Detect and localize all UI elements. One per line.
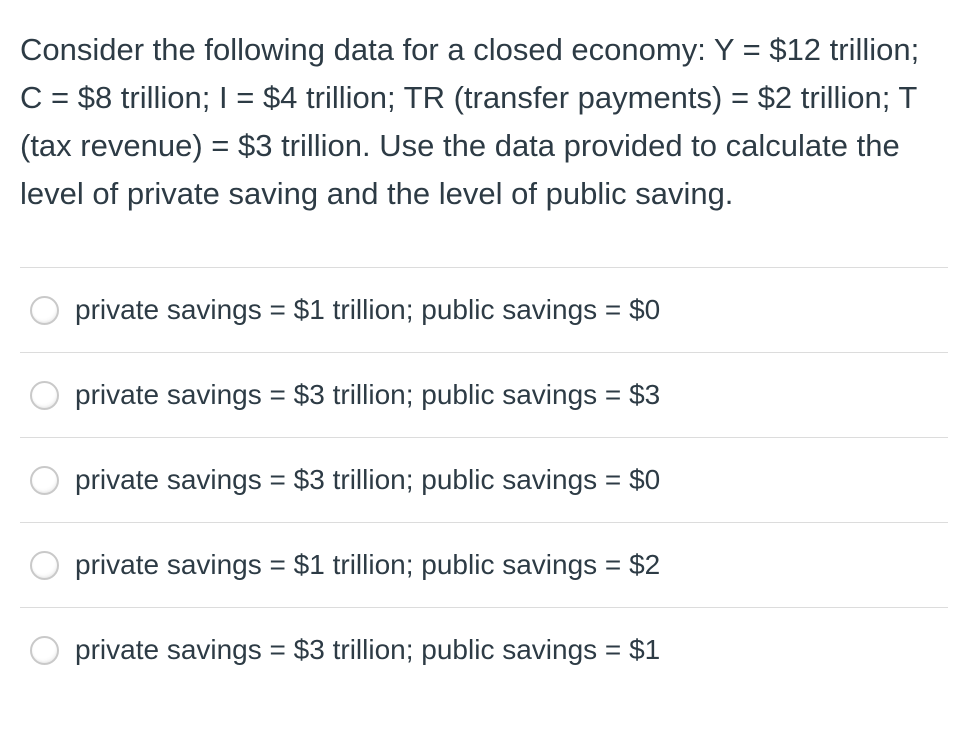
question-text: Consider the following data for a closed… [20,32,920,211]
answer-option-4[interactable]: private savings = $1 trillion; public sa… [20,522,948,607]
answer-option-1[interactable]: private savings = $1 trillion; public sa… [20,267,948,352]
answer-option-label: private savings = $3 trillion; public sa… [75,464,661,496]
answers-list: private savings = $1 trillion; public sa… [20,267,948,692]
answer-option-label: private savings = $1 trillion; public sa… [75,549,661,581]
answer-option-5[interactable]: private savings = $3 trillion; public sa… [20,607,948,692]
radio-button-icon[interactable] [30,550,59,580]
answer-option-label: private savings = $3 trillion; public sa… [75,634,661,666]
radio-button-icon[interactable] [30,635,59,665]
answer-option-label: private savings = $1 trillion; public sa… [75,294,661,326]
radio-button-icon[interactable] [30,295,59,325]
answer-option-2[interactable]: private savings = $3 trillion; public sa… [20,352,948,437]
answer-option-label: private savings = $3 trillion; public sa… [75,379,661,411]
radio-button-icon[interactable] [30,465,59,495]
answer-option-3[interactable]: private savings = $3 trillion; public sa… [20,437,948,522]
radio-button-icon[interactable] [30,380,59,410]
